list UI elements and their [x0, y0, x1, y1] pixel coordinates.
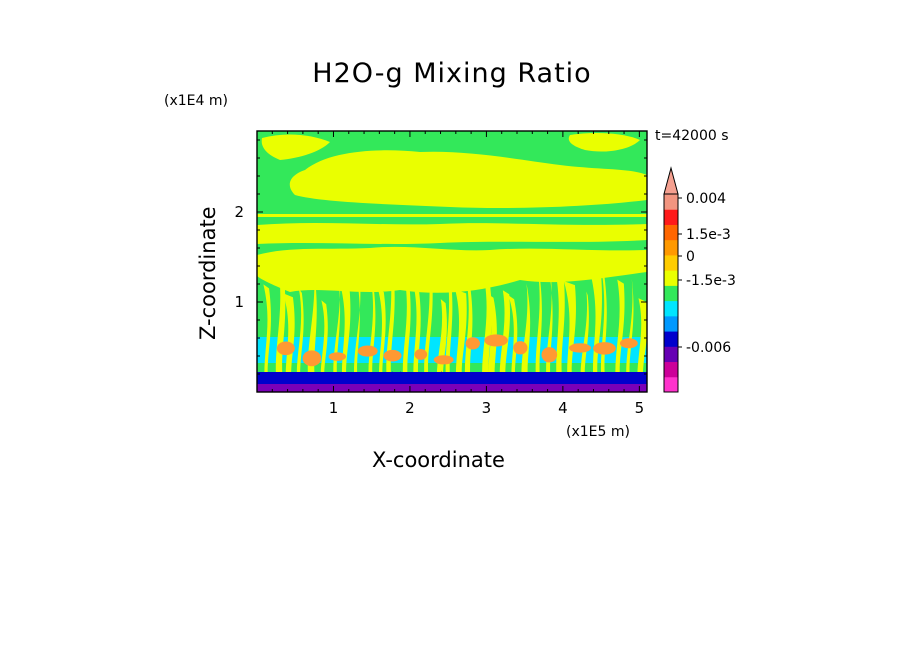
moist-plume [626, 278, 634, 392]
colorbar-label: 1.5e-3 [686, 227, 731, 243]
moist-plume [320, 300, 328, 392]
moist-plume [412, 280, 421, 392]
y-tick-label: 1 [234, 293, 244, 311]
colorbar-swatch [664, 224, 678, 241]
colorbar-swatch [664, 331, 678, 347]
moist-plume [563, 281, 576, 392]
moist-plume [600, 264, 607, 392]
moist-plume [508, 295, 518, 392]
updraft-core [619, 338, 638, 349]
axis-ticks: 1 2 3 4 5 1 2 [234, 131, 647, 417]
updraft-core [433, 355, 454, 365]
updraft-core [513, 341, 528, 355]
moist-plume [590, 272, 602, 392]
plot-frame [256, 130, 648, 393]
colorbar-swatch [664, 315, 678, 332]
upper-moist-patch [568, 132, 640, 152]
colorbar-swatch [664, 209, 678, 225]
convective-plumes [263, 262, 647, 392]
mid-moist-band [257, 222, 647, 244]
surface-layer [257, 370, 654, 392]
moist-plume [333, 273, 341, 392]
y-axis-unit: (x1E4 m) [164, 93, 228, 109]
dry-spike [647, 380, 654, 392]
moist-plume [296, 288, 304, 392]
contour-field [257, 131, 654, 392]
time-label: t=42000 s [655, 128, 729, 144]
updraft-core [484, 334, 508, 347]
colorbar-label: -0.006 [686, 340, 731, 356]
colorbar-swatch [664, 361, 678, 378]
x-tick-label: 3 [482, 399, 492, 417]
moist-plume [340, 283, 351, 392]
moist-plume [436, 299, 447, 392]
moist-plume [275, 265, 286, 392]
updraft-core [383, 349, 402, 362]
moist-plume [615, 279, 625, 392]
updraft-core [302, 350, 322, 367]
moist-plume [402, 274, 411, 392]
colorbar-swatch [664, 346, 678, 363]
moist-plume [637, 298, 647, 392]
colorbar-swatch [664, 270, 678, 286]
colorbar-label: 0.004 [686, 191, 726, 207]
moist-plume [263, 284, 271, 392]
colorbar-frame [663, 193, 679, 393]
colorbar-swatch [664, 300, 678, 317]
x-tick-label: 4 [558, 399, 568, 417]
colorbar-swatch [664, 239, 678, 256]
moist-plume [464, 276, 473, 392]
x-axis-label: X-coordinate [372, 448, 505, 472]
moist-plume [368, 280, 376, 392]
lower-moist-region [257, 246, 647, 293]
updraft-core [276, 341, 295, 356]
moist-plume [455, 289, 467, 392]
moist-plume [535, 264, 542, 392]
moist-plume [521, 283, 531, 392]
moist-plume [580, 291, 589, 392]
colorbar-label: 0 [686, 249, 695, 265]
colorbar-label: -1.5e-3 [686, 273, 736, 289]
surface-band [257, 384, 647, 392]
moist-plume [482, 280, 492, 392]
moist-plume [424, 267, 433, 392]
moist-plume [353, 276, 361, 392]
stratified-band [257, 214, 647, 217]
updraft-core [465, 337, 480, 350]
x-tick-label: 2 [405, 399, 415, 417]
moist-plume [377, 288, 386, 392]
updraft-core [541, 347, 558, 363]
y-tick-label: 2 [234, 203, 244, 221]
updraft-core [328, 352, 346, 361]
moist-plume [553, 262, 565, 392]
x-axis-unit: (x1E5 m) [566, 424, 630, 440]
colorbar: 0.004 1.5e-3 0 -1.5e-3 -0.006 [663, 166, 736, 393]
colorbar-swatch [664, 194, 678, 210]
colorbar-swatch [664, 285, 678, 302]
colorbar-swatch [664, 376, 678, 393]
colorbar-extend-arrow [663, 166, 679, 195]
updraft-core [357, 345, 378, 357]
colorbar-swatch [664, 254, 678, 271]
upper-moist-region [289, 150, 647, 209]
updraft-core [414, 348, 428, 360]
x-tick-label: 5 [635, 399, 645, 417]
chart-title: H2O-g Mixing Ratio [312, 58, 592, 89]
upper-moist-patch [261, 134, 330, 160]
updraft-core [569, 343, 591, 353]
x-tick-label: 1 [329, 399, 339, 417]
updraft-core [593, 342, 616, 355]
